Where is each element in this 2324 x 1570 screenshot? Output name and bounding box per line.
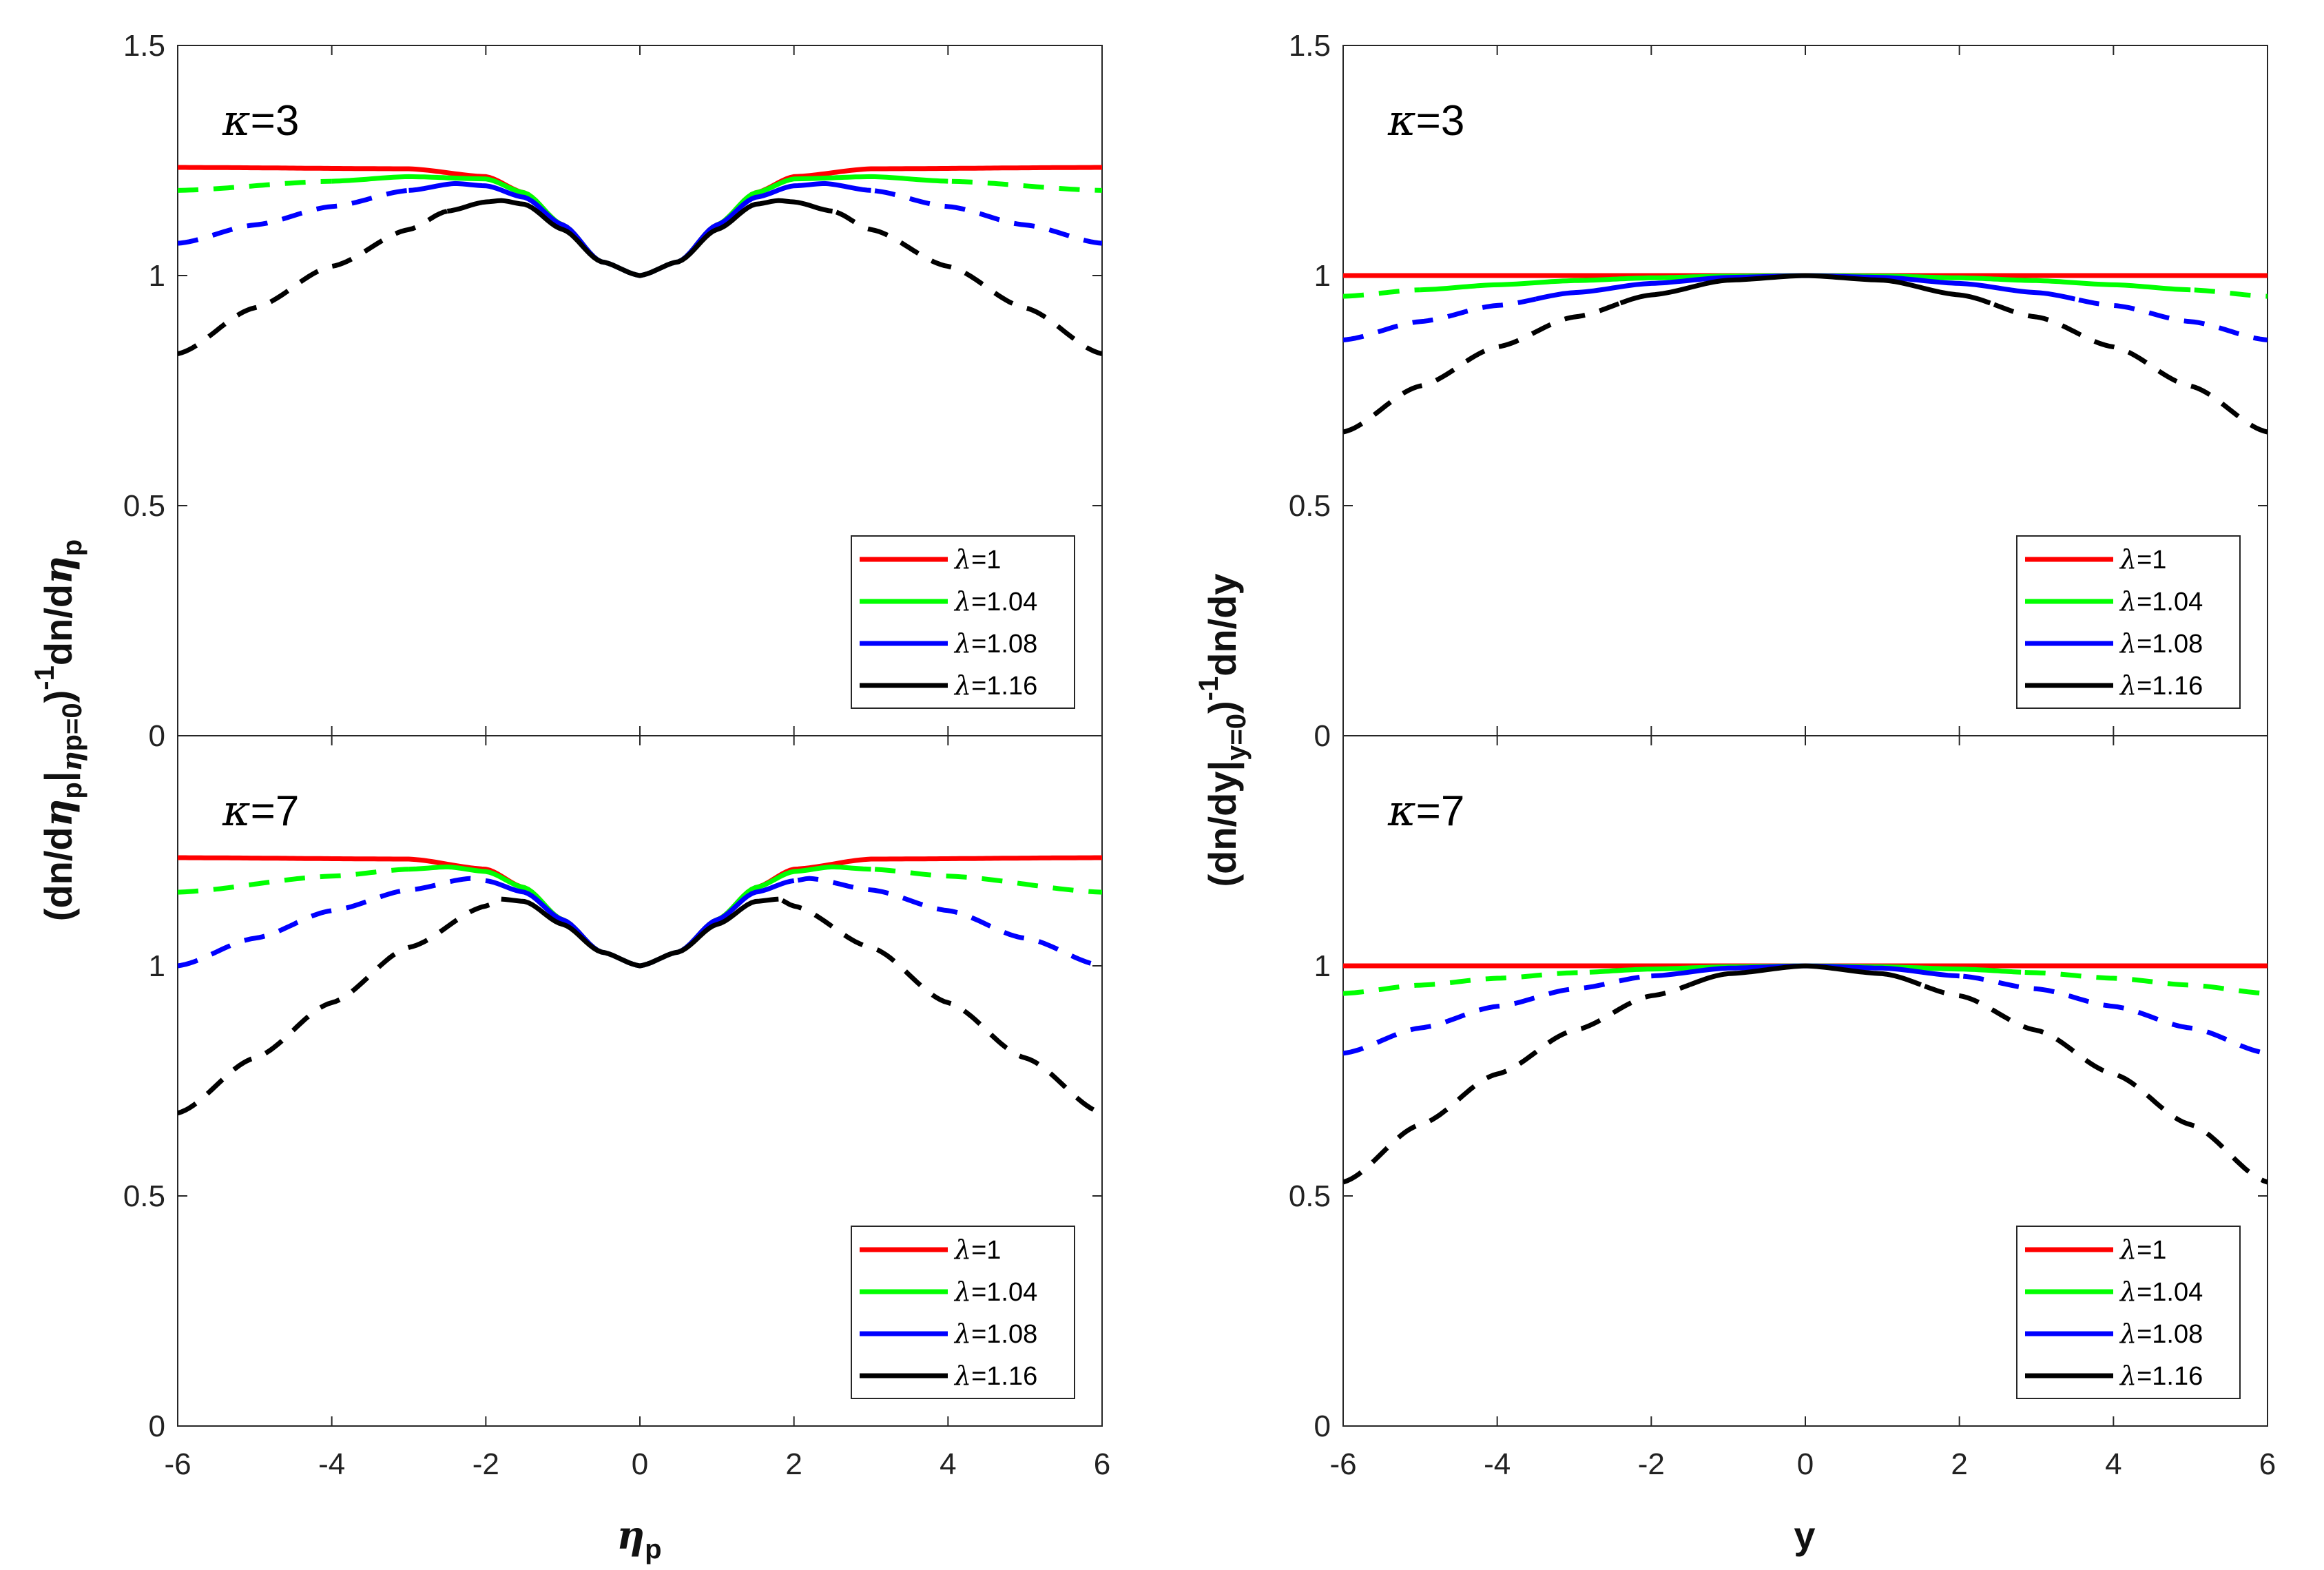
series-line-4 (446, 198, 833, 278)
x-tick-label: 0 (632, 1447, 648, 1481)
svg-text:ηp: ηp (616, 1513, 661, 1564)
y-tick-label: 1.5 (1289, 29, 1331, 63)
y-tick-label: 1 (149, 259, 165, 293)
x-tick-label: 6 (1094, 1447, 1110, 1481)
series-line-dashed-4 (178, 896, 1102, 1116)
legend-label-3: λ=1.08 (2119, 1319, 2203, 1349)
series-line-4 (1619, 273, 1991, 306)
panel-title: κ=3 (222, 95, 299, 145)
series-line-dashed-4 (1343, 982, 2268, 1185)
y-tick-label: 1 (1314, 259, 1331, 293)
left-y-axis-label: (dn/dηp|ηp=0)-1dn/dηp (30, 539, 88, 921)
series-line-dashed-4 (1343, 300, 2268, 435)
y-tick-label: 0 (1314, 1409, 1331, 1443)
panel-top-left: 0 0.5 1 1.5 κ=3 λ=1 λ=1.04 λ=1.08 λ=1.16 (123, 29, 1103, 753)
x-tick-label: -4 (1484, 1447, 1511, 1481)
legend-box (851, 535, 1075, 709)
left-x-axis-label: ηp (616, 1513, 661, 1564)
legend: λ=1 λ=1.04 λ=1.08 λ=1.16 (851, 535, 1075, 709)
series-line-dashed-3 (178, 187, 1102, 246)
legend-label-4: λ=1.16 (2119, 1361, 2203, 1391)
y-tick-label: 0 (149, 1409, 165, 1443)
legend-box (851, 1226, 1075, 1399)
panel-title: κ=7 (222, 785, 299, 836)
x-tick-label: -2 (1638, 1447, 1665, 1481)
legend-label-3: λ=1.08 (2119, 628, 2203, 659)
legend-label-2: λ=1.04 (953, 1277, 1037, 1307)
panel-top-right: 0 0.5 1 1.5 κ=3 λ=1 λ=1.04 λ=1.08 λ=1.16 (1289, 29, 2268, 753)
series-line-dashed-3 (1343, 973, 2268, 1056)
series-line-dashed-2 (1343, 969, 2268, 996)
y-tick-label: 0.5 (123, 489, 165, 523)
legend-box (2016, 1226, 2241, 1399)
x-tick-label: -2 (473, 1447, 499, 1481)
y-tick-label: 0 (149, 719, 165, 753)
svg-text:(dn/dηp|ηp=0)-1dn/dηp: (dn/dηp|ηp=0)-1dn/dηp (30, 539, 88, 921)
series-line-dashed-2 (178, 867, 1102, 895)
x-tick-label: 2 (785, 1447, 802, 1481)
right-y-axis-label: (dn/dy|y=0)-1dn/dy (1194, 573, 1252, 887)
legend-label-1: λ=1 (953, 544, 1001, 575)
series-line-dashed-2 (178, 178, 1102, 193)
panel-bottom-right: 0 0.5 1 -6 -4 -2 0 2 4 6 κ=7 λ=1 λ=1.04 λ=1.08 λ=1.16 (1289, 735, 2276, 1481)
x-tick-label: 6 (2259, 1447, 2276, 1481)
legend-label-3: λ=1.08 (953, 628, 1037, 659)
legend-box (2016, 535, 2241, 709)
y-tick-label: 0.5 (1289, 1179, 1331, 1213)
x-tick-label: -6 (164, 1447, 191, 1481)
series-line-dashed-4 (178, 209, 1102, 356)
legend-label-4: λ=1.16 (2119, 670, 2203, 701)
legend-label-1: λ=1 (2119, 1235, 2166, 1265)
y-tick-label: 0.5 (1289, 489, 1331, 523)
legend-label-2: λ=1.04 (2119, 586, 2203, 617)
x-tick-label: 0 (1797, 1447, 1814, 1481)
panel-title: κ=3 (1387, 95, 1464, 145)
y-tick-label: 0.5 (123, 1179, 165, 1213)
y-tick-label: 0 (1314, 719, 1331, 753)
y-tick-label: 1 (149, 949, 165, 983)
legend-label-2: λ=1.04 (2119, 1277, 2203, 1307)
legend: λ=1 λ=1.04 λ=1.08 λ=1.16 (851, 1226, 1075, 1399)
x-tick-label: 4 (2105, 1447, 2121, 1481)
legend: λ=1 λ=1.04 λ=1.08 λ=1.16 (2016, 535, 2241, 709)
svg-text:(dn/dy|y=0)-1dn/dy: (dn/dy|y=0)-1dn/dy (1194, 573, 1252, 887)
legend-label-1: λ=1 (953, 1235, 1001, 1265)
legend-label-2: λ=1.04 (953, 586, 1037, 617)
x-tick-label: -4 (318, 1447, 345, 1481)
series-line-dashed-3 (178, 876, 1102, 969)
series-line-4 (1689, 963, 1922, 987)
svg-text:y: y (1794, 1514, 1815, 1557)
x-tick-label: 4 (940, 1447, 956, 1481)
series-line-dashed-3 (1343, 296, 2268, 342)
y-tick-label: 1 (1314, 949, 1331, 983)
x-tick-label: -6 (1329, 1447, 1356, 1481)
right-x-axis-label: y (1794, 1514, 1815, 1557)
legend-label-4: λ=1.16 (953, 670, 1037, 701)
panel-title: κ=7 (1387, 785, 1464, 836)
series-line-dashed-2 (1343, 287, 2268, 299)
legend-label-3: λ=1.08 (953, 1319, 1037, 1349)
series-line-4 (501, 896, 779, 969)
legend-label-4: λ=1.16 (953, 1361, 1037, 1391)
y-tick-label: 1.5 (123, 29, 165, 63)
legend: λ=1 λ=1.04 λ=1.08 λ=1.16 (2016, 1226, 2241, 1399)
x-tick-label: 2 (1951, 1447, 1967, 1481)
panel-bottom-left: 0 0.5 1 -6 -4 -2 0 2 4 6 κ=7 λ=1 λ=1.04 λ=1.08 λ=1.16 (123, 735, 1110, 1481)
legend-label-1: λ=1 (2119, 544, 2166, 575)
